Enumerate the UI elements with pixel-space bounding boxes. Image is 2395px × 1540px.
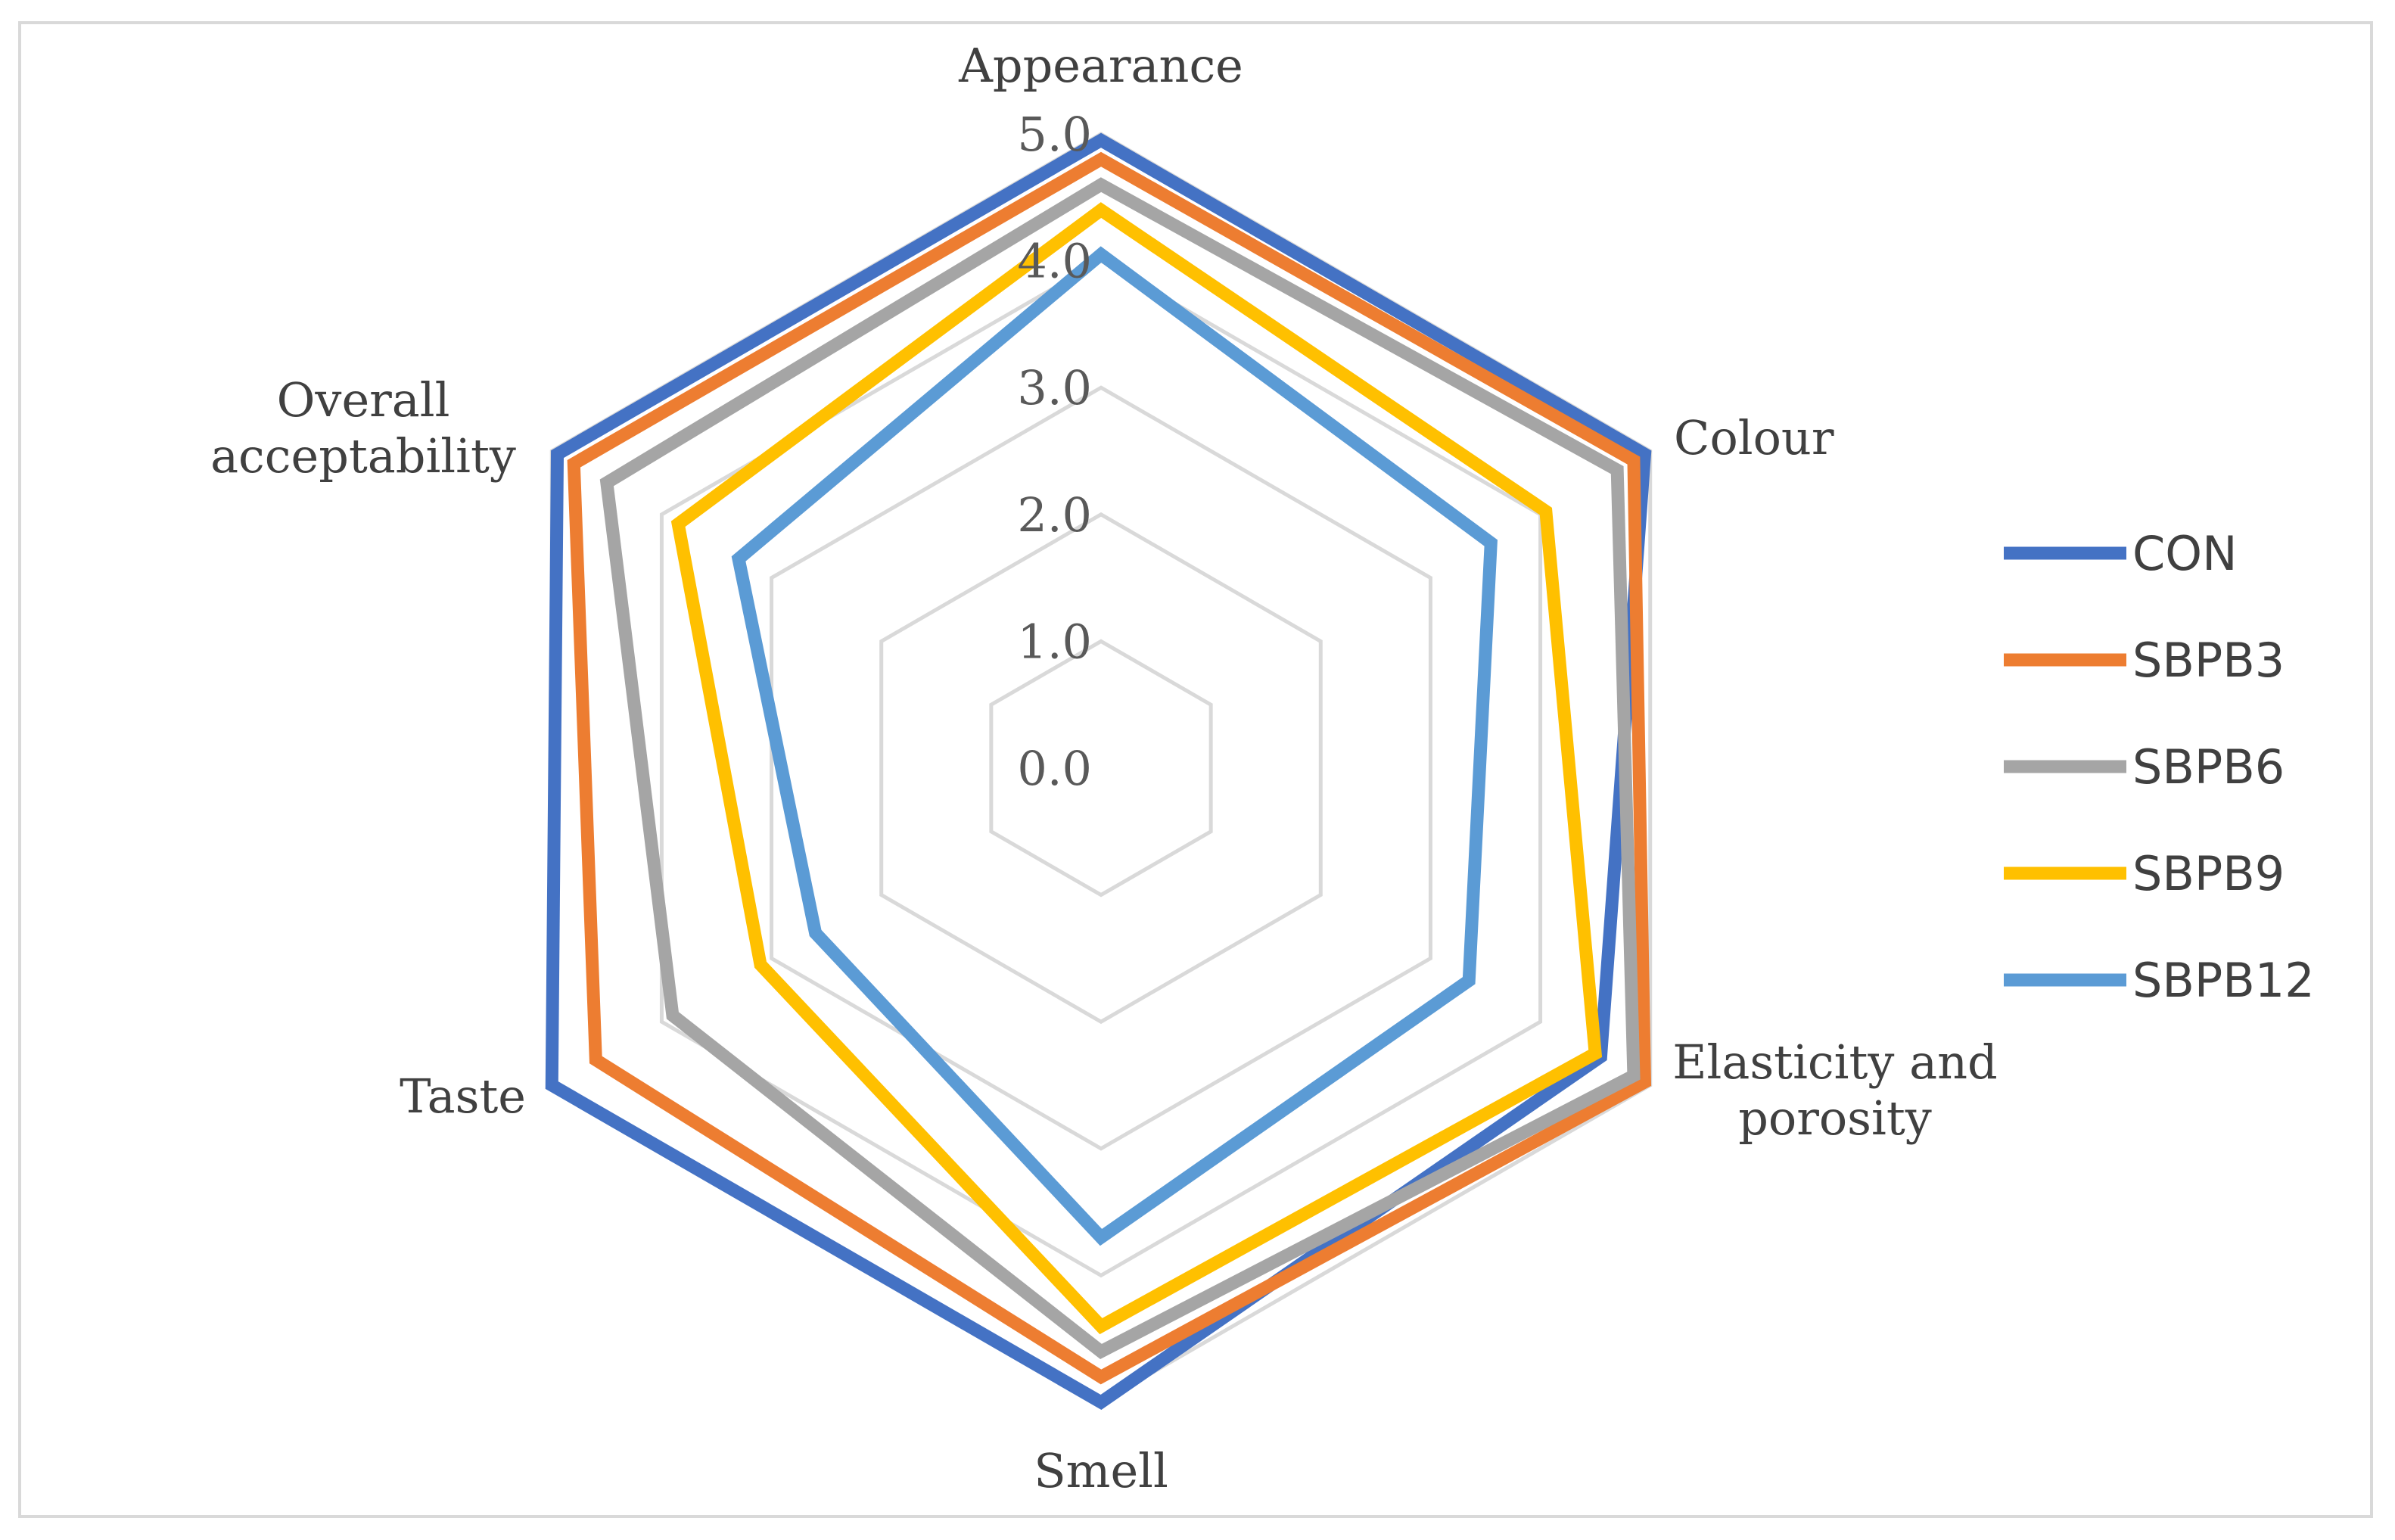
axis-label-elasticity-and-porosity: Elasticity and porosity <box>1672 1034 1997 1146</box>
grid-ring-2 <box>879 512 1323 1025</box>
legend-label-sbpb3: SBPB3 <box>2132 633 2285 688</box>
series-line-sbpb6 <box>599 177 1641 1360</box>
series-line-con <box>545 132 1652 1411</box>
grid-ring-1 <box>989 639 1213 898</box>
tick-label: 0.0 <box>1017 741 1092 796</box>
axis-label-colour: Colour <box>1674 410 1834 465</box>
grid-ring-3 <box>770 385 1432 1151</box>
series-layer <box>545 132 1652 1411</box>
tick-label: 3.0 <box>1017 360 1092 415</box>
legend-label-con: CON <box>2132 526 2237 581</box>
legend-label-sbpb12: SBPB12 <box>2132 953 2315 1008</box>
axis-label-appearance: Appearance <box>958 38 1243 93</box>
axis-label-smell: Smell <box>1034 1443 1168 1498</box>
series-line-sbpb9 <box>670 202 1603 1335</box>
tick-label: 2.0 <box>1017 487 1092 543</box>
legend-label-sbpb9: SBPB9 <box>2132 846 2285 901</box>
axis-labels: Appearance Colour Elasticity and porosity Sm… <box>210 38 1998 1498</box>
series-line-sbpb3 <box>567 151 1652 1385</box>
legend: CON SBPB3 SBPB6 SBPB9 SBPB12 <box>2004 526 2315 1008</box>
legend-label-sbpb6: SBPB6 <box>2132 739 2285 795</box>
axis-label-taste: Taste <box>400 1069 526 1124</box>
series-line-sbpb12 <box>731 246 1498 1246</box>
tick-label: 1.0 <box>1017 614 1092 669</box>
axis-label-overall-acceptability: Overall acceptability <box>210 372 516 484</box>
tick-label: 5.0 <box>1017 107 1092 162</box>
tick-label: 4.0 <box>1017 234 1092 289</box>
tick-labels: 0.0 1.0 2.0 3.0 4.0 5.0 <box>1017 107 1092 796</box>
